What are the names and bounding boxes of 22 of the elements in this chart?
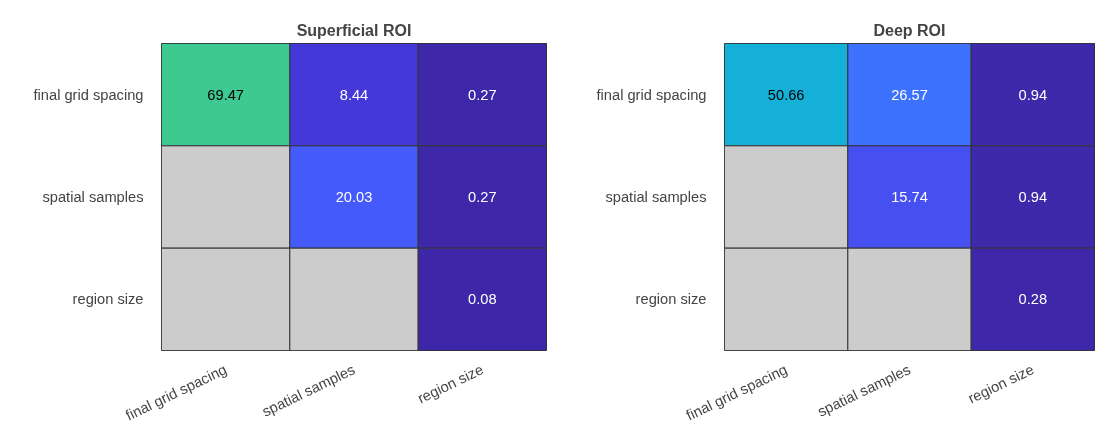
y-tick-label: spatial samples	[605, 189, 707, 205]
data-label: 0.27	[468, 189, 497, 205]
x-tick-label: region size	[415, 361, 486, 407]
chart-title: Superficial ROI	[296, 21, 412, 39]
y-tick-label: final grid spacing	[33, 86, 144, 103]
x-tick-label: region size	[965, 361, 1037, 407]
data-label: 0.27	[468, 86, 497, 103]
data-label: 0.94	[1018, 189, 1048, 205]
chart-title: Deep ROI	[873, 21, 946, 39]
y-tick-label: spatial samples	[42, 189, 144, 205]
data-label: 26.57	[891, 86, 928, 103]
data-label: 50.66	[767, 86, 805, 103]
data-label: 8.44	[339, 86, 369, 103]
y-tick-label: region size	[72, 291, 144, 308]
y-tick-label: region size	[635, 291, 707, 308]
data-label: 69.47	[207, 86, 245, 103]
data-label: 15.74	[891, 189, 928, 205]
data-label: 0.28	[1018, 291, 1048, 308]
data-label: 0.08	[468, 291, 497, 308]
data-label: 0.94	[1018, 86, 1048, 103]
y-tick-label: final grid spacing	[596, 86, 707, 103]
data-label: 20.03	[335, 189, 373, 205]
